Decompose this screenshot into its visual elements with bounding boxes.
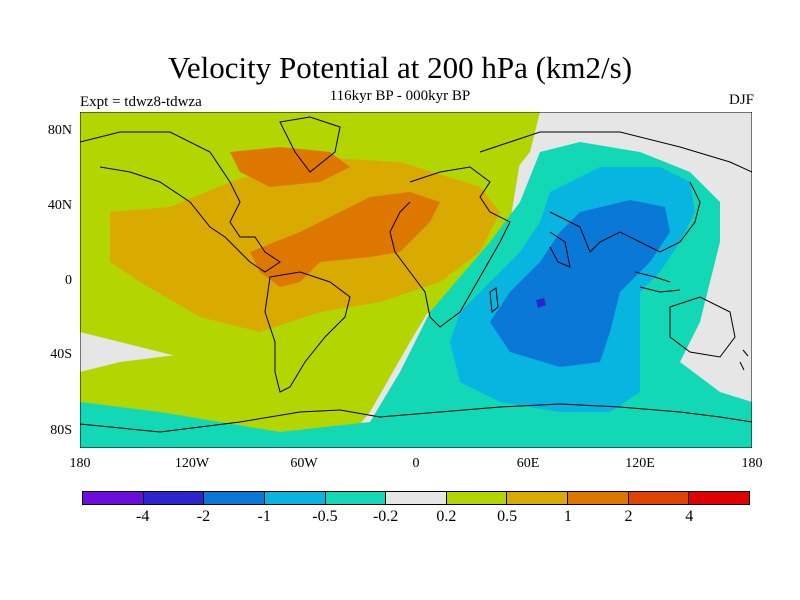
positive-region-orange-north	[230, 147, 350, 187]
coast-europe-africa	[389, 166, 511, 328]
colorbar-swatch-3	[264, 492, 326, 504]
lat-label-40s: 40S	[50, 347, 72, 362]
experiment-label: Expt = tdwz8-tdwza	[80, 94, 202, 110]
lon-label-0: 0	[412, 456, 420, 471]
coast-asia	[479, 131, 752, 253]
colorbar-swatch-9	[628, 492, 690, 504]
colorbar	[82, 491, 750, 505]
colorbar-swatch-5	[386, 492, 447, 504]
lon-label-60e: 60E	[516, 456, 540, 471]
colorbar-label-9: 4	[685, 508, 694, 525]
colorbar-swatch-7	[507, 492, 569, 504]
colorbar-swatch-8	[568, 492, 629, 504]
lat-label-40n: 40N	[47, 198, 72, 213]
colorbar-label-1: -2	[196, 508, 211, 525]
lon-label-60w: 60W	[290, 456, 318, 471]
lon-label-120e: 120E	[625, 456, 655, 471]
negative-region-deepblue	[536, 298, 546, 308]
lon-label-180e: 180	[741, 456, 763, 471]
chart-title: Velocity Potential at 200 hPa (km2/s)	[167, 50, 633, 85]
negative-region-blue	[490, 200, 670, 367]
lat-label-80s: 80S	[50, 423, 72, 438]
colorbar-label-6: 0.5	[497, 508, 518, 525]
coast-india	[549, 231, 571, 268]
coast-australia	[669, 296, 736, 358]
colorbar-label-0: -4	[136, 508, 150, 525]
lat-label-80n: 80N	[47, 123, 72, 138]
lat-label-0: 0	[65, 273, 72, 288]
colorbar-swatch-4	[325, 492, 387, 504]
lon-label-180w: 180	[69, 456, 91, 471]
chart-subtitle: 116kyr BP - 000kyr BP	[329, 88, 471, 104]
colorbar-swatch-0	[83, 492, 144, 504]
coast-antarctica	[80, 403, 752, 433]
season-label: DJF	[728, 92, 754, 108]
colorbar-label-4: -0.2	[372, 508, 399, 525]
colorbar-label-2: -1	[257, 508, 271, 525]
map-svg	[80, 112, 752, 448]
coast-maritime	[634, 271, 681, 293]
colorbar-label-7: 1	[563, 508, 572, 525]
colorbar-label-3: -0.5	[312, 508, 338, 525]
coastlines	[80, 116, 752, 433]
colorbar-swatch-2	[204, 492, 265, 504]
positive-region-orange	[250, 192, 440, 287]
lon-label-120w: 120W	[174, 456, 210, 471]
coast-greenland	[279, 116, 341, 173]
colorbar-label-5: 0.2	[436, 508, 457, 525]
colorbar-swatch-10	[689, 492, 750, 504]
colorbar-swatch-6	[446, 492, 508, 504]
coast-madagascar	[489, 287, 499, 313]
colorbar-swatch-1	[143, 492, 205, 504]
map-panel	[80, 112, 752, 448]
coast-new-zealand	[739, 349, 749, 371]
colorbar-label-8: 2	[624, 508, 633, 525]
coast-north-america	[80, 131, 281, 273]
coast-south-america	[264, 271, 351, 393]
